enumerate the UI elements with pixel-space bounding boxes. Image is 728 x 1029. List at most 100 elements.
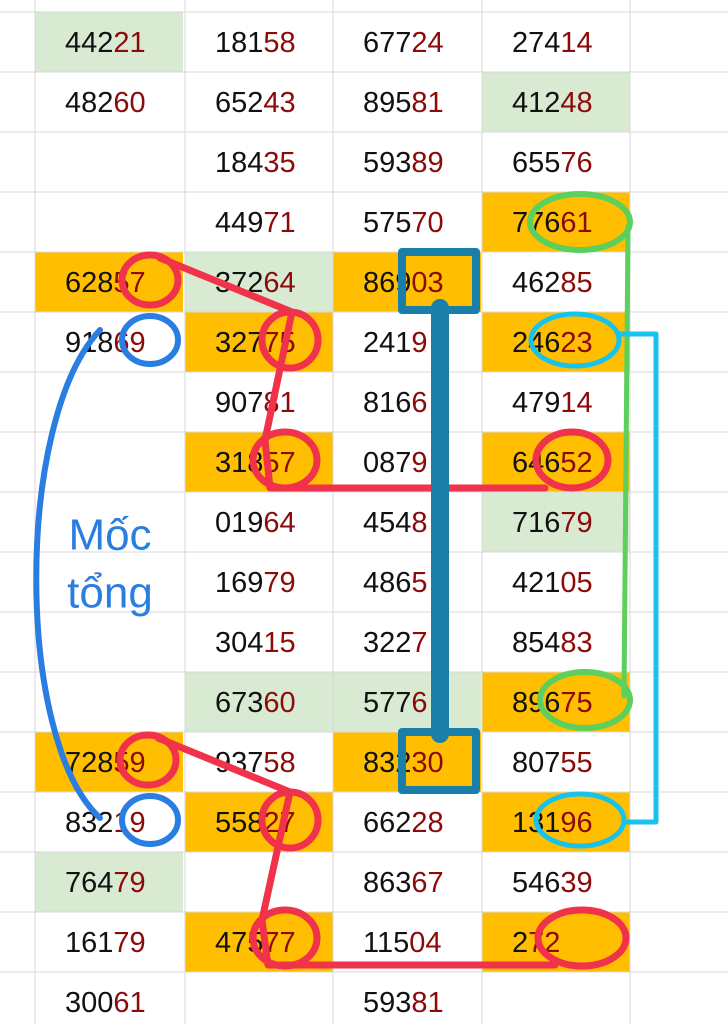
cell-head: 716 [512, 507, 560, 539]
cell-tail: 67 [411, 867, 443, 899]
cell-tail: 79 [263, 567, 295, 599]
cell-value: 11504 [363, 927, 442, 959]
cell-tail: 48 [560, 87, 592, 119]
cell-tail: 55 [560, 747, 592, 779]
label-line: tổng [67, 569, 153, 618]
cell-tail: 9 [411, 447, 427, 479]
cell-value: 27414 [512, 27, 593, 59]
cell-head: 2 [512, 927, 528, 959]
cell-head: 593 [363, 147, 411, 179]
cell-head: 019 [215, 507, 263, 539]
teal-box [398, 248, 480, 314]
cell-value: 57570 [363, 207, 444, 239]
cell-tail: 39 [560, 867, 592, 899]
cell-head: 115 [363, 927, 409, 959]
cell-tail: 04 [409, 927, 441, 959]
cell-tail: 58 [263, 27, 295, 59]
cell-value: 18435 [215, 147, 296, 179]
cell-head: 896 [512, 687, 560, 719]
cell-tail: 24 [411, 27, 443, 59]
cell-head: 764 [65, 867, 113, 899]
cell-value: 48260 [65, 87, 146, 119]
cell-value: 80755 [512, 747, 593, 779]
cell-value: 16979 [215, 567, 296, 599]
cyan-circle [533, 791, 627, 849]
cell-head: 577 [363, 687, 411, 719]
cell-head: 449 [215, 207, 263, 239]
cell-head: 412 [512, 87, 560, 119]
cell-value: 65576 [512, 147, 593, 179]
cell-head: 854 [512, 627, 560, 659]
red-circle [118, 251, 182, 309]
cyan-line [617, 331, 659, 825]
cell-tail: 30 [411, 747, 443, 779]
cell-value: 30061 [65, 987, 146, 1019]
cell-value: 89675 [512, 687, 593, 719]
cell-value: 5776 [363, 687, 428, 719]
cell-value: 4865 [363, 567, 428, 599]
cell-bg [482, 72, 630, 132]
cell-head: 087 [363, 447, 411, 479]
red-circle [249, 428, 321, 492]
cell-tail: 7 [411, 627, 427, 659]
cell-head: 593 [363, 987, 411, 1019]
red-circle [534, 906, 630, 970]
teal-box [398, 728, 480, 794]
cell-tail: 6 [411, 687, 427, 719]
cell-head: 322 [363, 627, 411, 659]
cell-value: 59389 [363, 147, 444, 179]
cell-head: 181 [215, 27, 263, 59]
cell-head: 895 [363, 87, 411, 119]
red-circle [249, 906, 321, 970]
cell-head: 907 [215, 387, 263, 419]
cell-tail: 83 [560, 627, 592, 659]
cell-head: 558 [215, 807, 263, 839]
cell-tail: 79 [113, 867, 145, 899]
cell-head: 863 [363, 867, 411, 899]
cell-tail: 03 [411, 267, 443, 299]
cell-tail: 79 [560, 507, 592, 539]
cell-tail: 61 [113, 987, 145, 1019]
cell-value: 47914 [512, 387, 593, 419]
cell-tail: 6 [411, 387, 427, 419]
green-circle [537, 669, 633, 731]
cell-value: 66228 [363, 807, 444, 839]
cell-value: 18158 [215, 27, 296, 59]
cell-head: 421 [512, 567, 560, 599]
cell-tail: 81 [411, 987, 443, 1019]
cell-value: 44221 [65, 27, 146, 59]
cell-head: 677 [363, 27, 411, 59]
cell-head: 479 [512, 387, 560, 419]
cell-head: 327 [215, 327, 263, 359]
cell-head: 816 [363, 387, 411, 419]
green-circle [527, 191, 633, 253]
cell-head: 486 [363, 567, 411, 599]
cell-tail: 21 [113, 27, 145, 59]
cell-bg [333, 252, 481, 312]
blue-circle [119, 793, 181, 847]
cell-value: 67724 [363, 27, 444, 59]
cell-tail: 89 [411, 147, 443, 179]
cell-tail: 61 [560, 207, 592, 239]
cell-head: 161 [65, 927, 113, 959]
cell-bg [482, 492, 630, 552]
cell-tail: 64 [263, 507, 295, 539]
cell-value: 77661 [512, 207, 593, 239]
cell-value: 4548 [363, 507, 428, 539]
cell-tail: 14 [560, 387, 592, 419]
cell-head: 575 [363, 207, 411, 239]
cell-value: 71679 [512, 507, 593, 539]
cell-value: 46285 [512, 267, 593, 299]
cell-head: 442 [65, 27, 113, 59]
cell-head: 462 [512, 267, 560, 299]
cell-head: 184 [215, 147, 263, 179]
cell-tail: 23 [560, 327, 592, 359]
cell-head: 673 [215, 687, 263, 719]
cell-tail: 15 [263, 627, 295, 659]
cell-head: 655 [512, 147, 560, 179]
cell-head: 454 [363, 507, 411, 539]
blue-circle [119, 313, 181, 367]
cell-tail: 79 [113, 927, 145, 959]
